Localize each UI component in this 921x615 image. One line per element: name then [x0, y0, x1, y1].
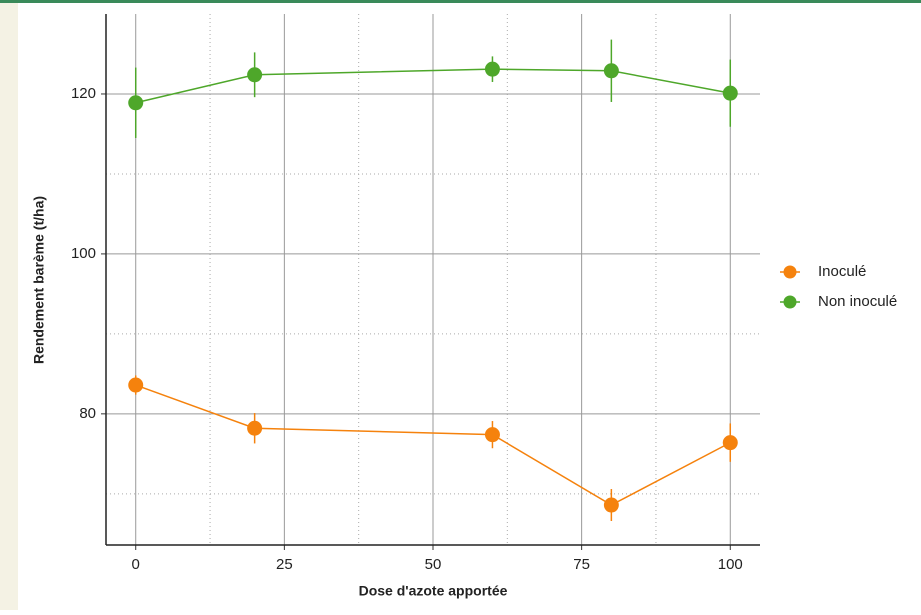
y-tick-label: 120: [71, 85, 96, 102]
side-strip: [0, 0, 18, 610]
x-tick-label: 50: [425, 556, 442, 573]
point: [722, 435, 738, 451]
point: [484, 61, 500, 77]
y-tick-label: 80: [79, 405, 96, 422]
point: [603, 63, 619, 79]
point: [128, 95, 144, 111]
y-axis-label: Rendement barème (t/ha): [31, 196, 47, 364]
x-tick-label: 25: [276, 556, 293, 573]
y-tick-label: 100: [71, 245, 96, 262]
x-tick-label: 100: [718, 556, 743, 573]
point: [247, 67, 263, 83]
legend-label: Inoculé: [818, 263, 866, 280]
legend-marker: [783, 265, 797, 279]
x-tick-label: 75: [573, 556, 590, 573]
point: [603, 497, 619, 513]
x-axis-label: Dose d'azote apportée: [359, 583, 508, 599]
top-border: [0, 0, 921, 3]
point: [128, 377, 144, 393]
point: [247, 420, 263, 436]
legend-marker: [783, 295, 797, 309]
legend-label: Non inoculé: [818, 293, 897, 310]
point: [722, 85, 738, 101]
x-tick-label: 0: [132, 556, 140, 573]
point: [484, 427, 500, 443]
